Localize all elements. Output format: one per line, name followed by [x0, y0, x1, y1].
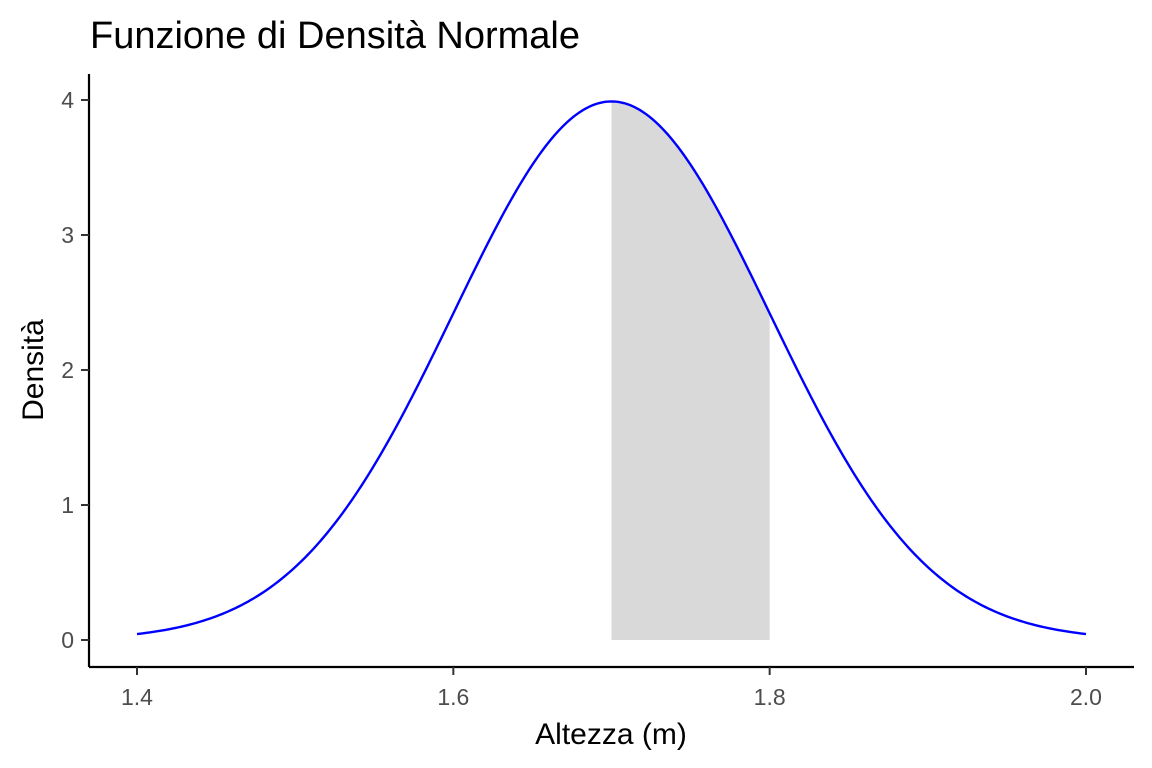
shaded-area-layer: [611, 101, 770, 641]
y-tick-label: 4: [61, 87, 74, 113]
y-tick-label: 0: [61, 627, 74, 653]
shaded-area: [611, 101, 770, 641]
density-curve: [136, 100, 1087, 636]
x-tick-label: 1.8: [754, 684, 786, 710]
x-axis-ticks: 1.4 1.6 1.8 2.0: [121, 667, 1102, 710]
y-axis-title: Densità: [17, 319, 50, 421]
density-curve-layer: [136, 100, 1087, 636]
y-axis-ticks: 0 1 2 3 4: [61, 87, 89, 653]
y-tick-label: 3: [61, 222, 74, 248]
y-tick-label: 1: [61, 492, 74, 518]
x-axis-title: Altezza (m): [535, 718, 687, 751]
x-tick-label: 1.4: [121, 684, 153, 710]
y-tick-label: 2: [61, 357, 74, 383]
chart-title: Funzione di Densità Normale: [90, 15, 580, 57]
x-tick-label: 2.0: [1070, 684, 1102, 710]
x-tick-label: 1.6: [437, 684, 469, 710]
